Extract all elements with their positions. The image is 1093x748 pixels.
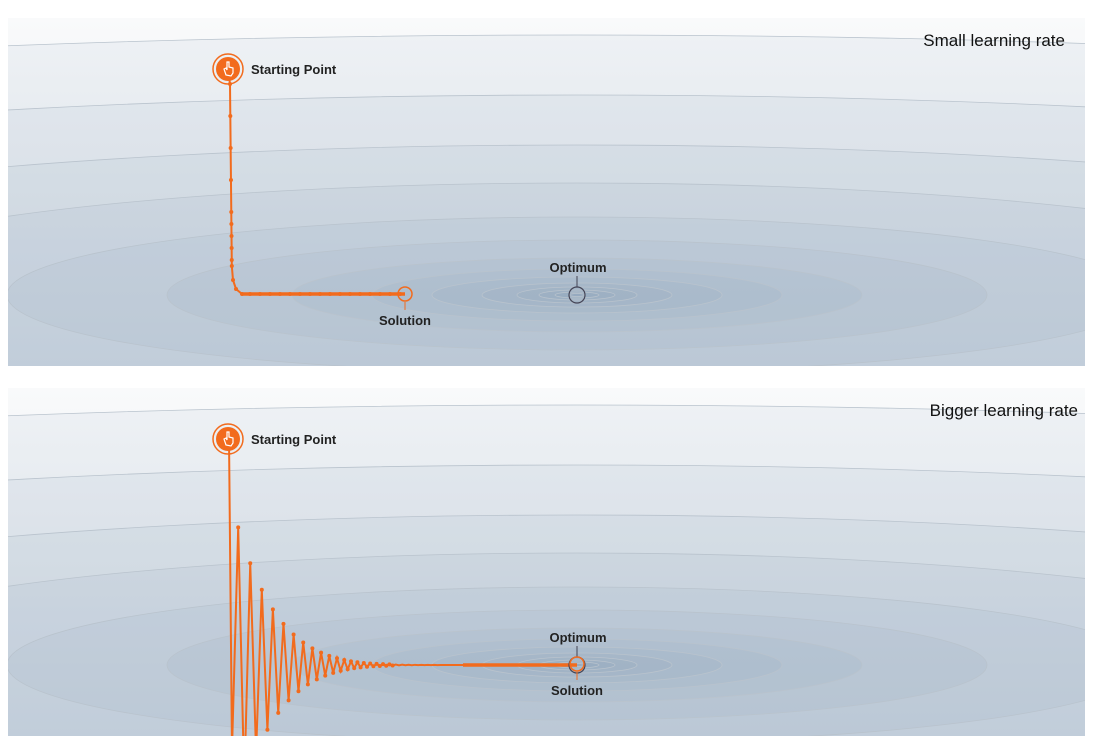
start-label: Starting Point xyxy=(251,432,337,447)
step-dot xyxy=(276,710,281,715)
contour-background xyxy=(8,18,1085,366)
step-dot xyxy=(308,292,312,296)
contour xyxy=(8,144,1085,366)
step-dot xyxy=(229,246,234,250)
step-dot xyxy=(358,292,362,296)
hand-icon xyxy=(223,431,234,447)
step-dot xyxy=(349,659,353,664)
solution-label: Solution xyxy=(551,683,603,698)
step-dot xyxy=(234,287,238,291)
step-dot xyxy=(229,264,234,268)
step-dot xyxy=(288,292,292,296)
contour-background xyxy=(8,388,1085,736)
step-dot xyxy=(229,210,234,214)
contour xyxy=(568,293,586,297)
step-dot xyxy=(327,653,332,658)
step-dot xyxy=(228,178,233,182)
panel-title: Bigger learning rate xyxy=(930,401,1078,420)
step-dot xyxy=(381,662,385,667)
step-dot xyxy=(229,234,234,238)
step-dot xyxy=(270,607,275,612)
step-dot xyxy=(352,666,357,671)
step-dot xyxy=(358,665,363,670)
step-dot xyxy=(229,258,234,262)
solution-marker xyxy=(569,656,585,672)
step-dot xyxy=(268,292,272,296)
step-dot xyxy=(229,222,234,226)
start-ring xyxy=(212,423,244,455)
step-dot xyxy=(338,668,343,673)
start-ring xyxy=(212,53,244,85)
step-dot xyxy=(298,292,302,296)
step-dot xyxy=(388,292,392,296)
step-dot xyxy=(228,146,233,150)
start-label: Starting Point xyxy=(251,62,337,77)
step-dot xyxy=(248,561,253,566)
step-dot xyxy=(281,621,286,626)
step-dot xyxy=(390,663,395,668)
start-point xyxy=(216,427,240,451)
trajectory xyxy=(227,68,405,296)
step-dot xyxy=(319,650,324,655)
optimum-label: Optimum xyxy=(549,260,606,275)
step-dot xyxy=(231,278,235,282)
step-dot xyxy=(305,682,310,687)
panel-title: Small learning rate xyxy=(923,31,1065,50)
contour xyxy=(166,239,988,351)
step-dot xyxy=(368,661,373,666)
step-dot xyxy=(331,670,336,675)
step-dot xyxy=(265,727,270,732)
contour xyxy=(8,34,1085,366)
step-dot xyxy=(278,292,282,296)
contour xyxy=(8,94,1085,366)
step-dot xyxy=(371,664,376,669)
step-dot xyxy=(286,698,291,703)
step-dot xyxy=(378,292,382,296)
start-point xyxy=(216,57,240,81)
step-dot xyxy=(314,677,319,682)
step-dot xyxy=(368,292,372,296)
step-dot xyxy=(310,646,315,651)
step-dot xyxy=(361,660,366,665)
step-dot xyxy=(348,292,352,296)
step-dot xyxy=(318,292,322,296)
step-dot xyxy=(258,292,262,296)
step-dot xyxy=(259,587,264,592)
step-dot xyxy=(342,658,347,663)
step-dot xyxy=(365,664,369,669)
panel-bigger: Bigger learning rate Starting Point Optimu… xyxy=(8,388,1085,736)
step-dot xyxy=(328,292,332,296)
step-dot xyxy=(248,292,252,296)
contour xyxy=(8,216,1085,366)
solution-label: Solution xyxy=(379,313,431,328)
step-dot xyxy=(335,656,339,661)
step-dot xyxy=(398,292,402,296)
step-dot xyxy=(387,662,392,667)
contour xyxy=(554,291,600,299)
optimum-label: Optimum xyxy=(549,630,606,645)
step-dot xyxy=(338,292,342,296)
solution-marker xyxy=(397,286,413,302)
step-dot xyxy=(228,114,233,118)
step-dot xyxy=(377,663,382,668)
step-dot xyxy=(240,292,244,296)
step-dot xyxy=(296,689,301,694)
step-dot xyxy=(384,663,389,668)
hand-icon xyxy=(223,61,234,77)
step-dot xyxy=(374,661,379,666)
step-dot xyxy=(291,632,296,637)
step-dot xyxy=(301,640,306,645)
step-dot xyxy=(236,525,241,530)
contours xyxy=(8,404,1085,736)
step-dot xyxy=(323,673,328,678)
step-dot xyxy=(355,660,360,665)
contours xyxy=(8,34,1085,366)
contour xyxy=(8,404,1085,736)
contour xyxy=(538,289,616,301)
panel-small: Small learning rate Starting Point Optimum… xyxy=(8,18,1085,366)
step-dot xyxy=(345,667,350,672)
contour xyxy=(8,464,1085,736)
